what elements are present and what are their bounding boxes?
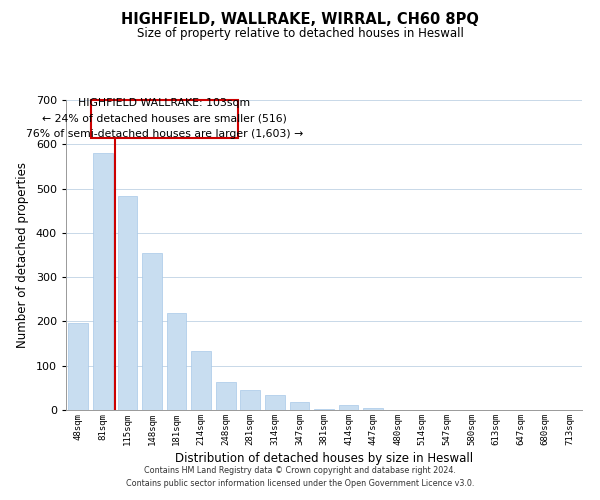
X-axis label: Distribution of detached houses by size in Heswall: Distribution of detached houses by size …	[175, 452, 473, 465]
Bar	[191, 350, 211, 410]
Text: HIGHFIELD, WALLRAKE, WIRRAL, CH60 8PQ: HIGHFIELD, WALLRAKE, WIRRAL, CH60 8PQ	[121, 12, 479, 28]
Bar	[118, 196, 137, 410]
Bar	[241, 390, 260, 410]
Text: HIGHFIELD WALLRAKE: 103sqm
← 24% of detached houses are smaller (516)
76% of sem: HIGHFIELD WALLRAKE: 103sqm ← 24% of deta…	[26, 98, 303, 140]
Bar	[167, 313, 187, 410]
Text: Contains HM Land Registry data © Crown copyright and database right 2024.
Contai: Contains HM Land Registry data © Crown c…	[126, 466, 474, 487]
Bar	[290, 402, 309, 410]
Bar	[68, 323, 88, 410]
Bar	[93, 153, 113, 410]
Bar	[142, 253, 162, 410]
Bar	[265, 394, 284, 410]
Bar	[216, 382, 236, 410]
Y-axis label: Number of detached properties: Number of detached properties	[16, 162, 29, 348]
Bar	[314, 408, 334, 410]
Bar	[364, 408, 383, 410]
Bar	[339, 405, 358, 410]
Text: Size of property relative to detached houses in Heswall: Size of property relative to detached ho…	[137, 28, 463, 40]
